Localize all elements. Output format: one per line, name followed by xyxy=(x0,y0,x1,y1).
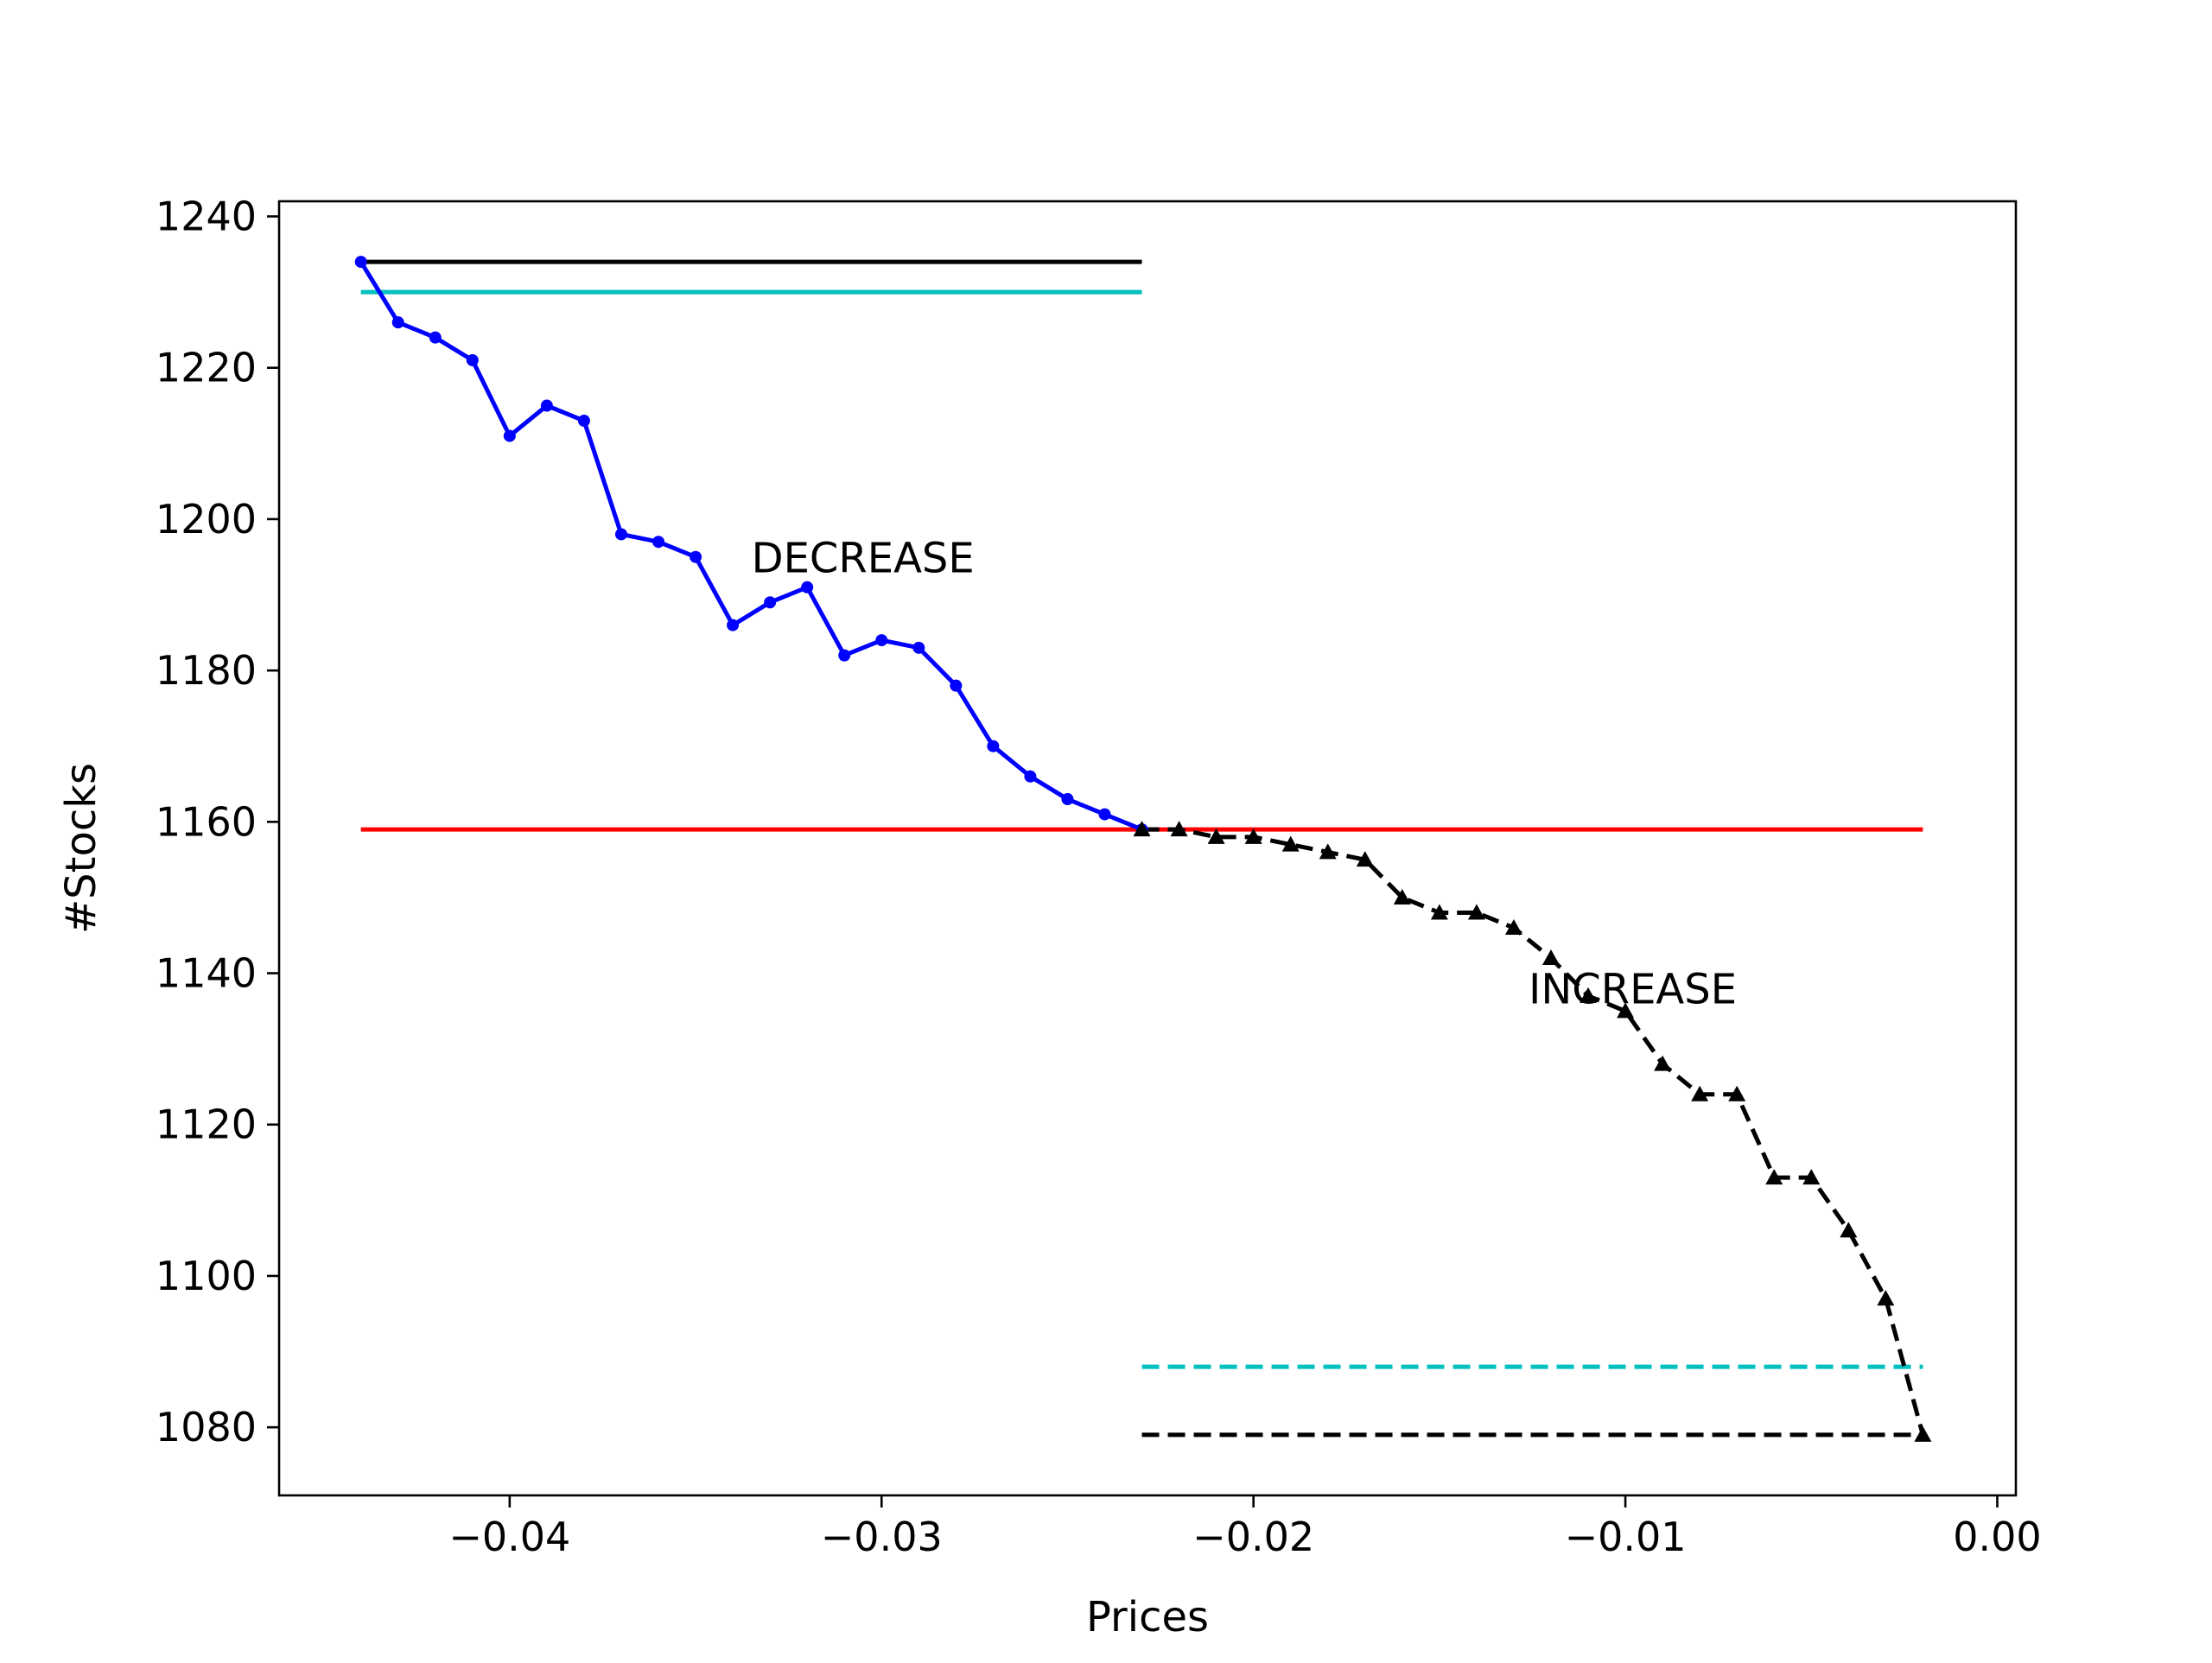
data-point xyxy=(690,550,702,563)
data-point xyxy=(838,649,851,662)
data-point xyxy=(1393,888,1411,904)
x-tick-label: −0.04 xyxy=(448,1514,570,1560)
y-tick-label: 1120 xyxy=(156,1101,257,1148)
data-point xyxy=(912,641,925,654)
y-tick-label: 1220 xyxy=(156,345,257,391)
data-point xyxy=(391,316,404,329)
data-point xyxy=(1504,918,1522,935)
data-point xyxy=(727,619,740,632)
data-point xyxy=(354,256,367,269)
annotations: DECREASE INCREASE xyxy=(752,534,1737,1013)
plot-area-frame xyxy=(277,200,2018,1497)
x-tick-label: −0.03 xyxy=(821,1514,943,1560)
x-tick-label: 0.00 xyxy=(1953,1514,2041,1560)
data-point xyxy=(614,528,627,541)
data-point xyxy=(1580,987,1598,1003)
series-layer xyxy=(354,256,1932,1442)
data-point xyxy=(1356,851,1374,867)
annotation-label: DECREASE xyxy=(752,534,975,582)
data-point xyxy=(1319,843,1337,860)
y-tick-label: 1160 xyxy=(156,798,257,845)
annotation-label: INCREASE xyxy=(1529,966,1737,1014)
data-point xyxy=(950,679,963,692)
data-point xyxy=(503,429,516,442)
y-axis: 1080 1100 1120 1140 1160 1180 1200 1220 1240 xyxy=(156,194,279,1450)
data-point xyxy=(987,739,1000,752)
data-point xyxy=(1170,821,1188,837)
data-point xyxy=(1765,1169,1783,1185)
y-tick-label: 1100 xyxy=(156,1253,257,1299)
data-point xyxy=(540,399,553,412)
data-point xyxy=(652,536,665,549)
series-line xyxy=(1141,827,1925,1436)
data-point xyxy=(429,331,442,344)
data-point xyxy=(1061,793,1074,806)
y-tick-label: 1200 xyxy=(156,496,257,543)
x-tick-label: −0.01 xyxy=(1565,1514,1687,1560)
data-point xyxy=(1098,808,1111,821)
data-point xyxy=(1467,904,1485,920)
data-point xyxy=(1691,1085,1709,1101)
data-point xyxy=(1541,949,1560,966)
data-point xyxy=(466,353,479,366)
data-point xyxy=(1840,1222,1858,1238)
data-point xyxy=(1281,835,1300,852)
y-tick-label: 1140 xyxy=(156,950,257,997)
y-axis-label: #Stocks xyxy=(57,763,105,934)
x-tick-label: −0.02 xyxy=(1192,1514,1314,1560)
data-point xyxy=(1207,828,1225,844)
data-point xyxy=(1877,1290,1895,1306)
data-point xyxy=(1617,1002,1635,1019)
data-point xyxy=(764,596,777,609)
data-point xyxy=(875,634,888,647)
y-tick-label: 1080 xyxy=(156,1404,257,1450)
data-point xyxy=(1914,1425,1932,1442)
data-point xyxy=(1244,828,1262,844)
data-point xyxy=(801,581,814,593)
data-point xyxy=(1430,904,1448,920)
data-point xyxy=(577,415,590,428)
data-point xyxy=(1802,1169,1821,1185)
data-point xyxy=(1654,1055,1672,1071)
x-axis: −0.04 −0.03 −0.02 −0.01 0.00 xyxy=(448,1495,2042,1560)
y-tick-label: 1180 xyxy=(156,647,257,694)
x-axis-label: Prices xyxy=(1086,1593,1209,1641)
series-line xyxy=(359,260,1143,832)
y-tick-label: 1240 xyxy=(156,194,257,240)
data-point xyxy=(1133,821,1151,837)
data-point xyxy=(1024,770,1037,783)
data-point xyxy=(1728,1085,1746,1101)
